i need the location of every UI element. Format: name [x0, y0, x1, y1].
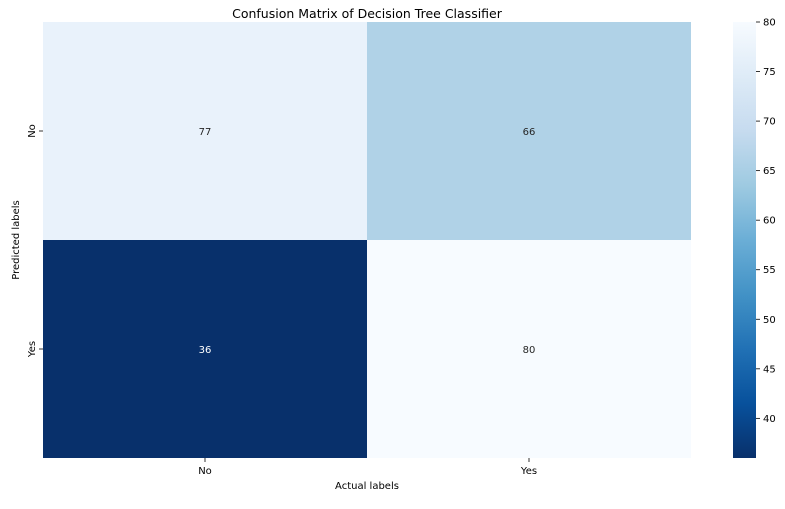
- colorbar-tick-label: 75: [763, 67, 776, 78]
- x-axis-label: Actual labels: [335, 481, 399, 492]
- colorbar-tick-label: 40: [763, 414, 776, 425]
- y-tick-label: No: [27, 124, 38, 138]
- colorbar-tick-label: 80: [763, 18, 776, 29]
- colorbar-tick-label: 45: [763, 364, 776, 375]
- cell-value-label: 77: [199, 127, 212, 138]
- x-axis: No Yes: [198, 458, 537, 477]
- y-axis-label: Predicted labels: [11, 200, 22, 280]
- colorbar-tick-label: 50: [763, 315, 776, 326]
- cell-value-label: 66: [523, 127, 536, 138]
- x-tick-label: Yes: [520, 466, 537, 477]
- y-axis: No Yes: [27, 124, 43, 358]
- y-tick-label: Yes: [27, 341, 38, 358]
- heatmap-cell: [43, 22, 367, 240]
- heatmap-cell: [367, 240, 691, 458]
- colorbar-tick-label: 55: [763, 265, 776, 276]
- cell-value-label: 36: [199, 345, 212, 356]
- x-tick-label: No: [198, 466, 212, 477]
- colorbar-tick-label: 65: [763, 166, 776, 177]
- colorbar-ticks: 40 45 50 55 60 65 70 75 80: [756, 18, 776, 425]
- colorbar-tick-label: 60: [763, 216, 776, 227]
- heatmap-cell: [367, 22, 691, 240]
- chart-title: Confusion Matrix of Decision Tree Classi…: [232, 6, 503, 21]
- heatmap-cells: [43, 22, 691, 458]
- colorbar-tick-label: 70: [763, 117, 776, 128]
- colorbar: [733, 22, 756, 458]
- heatmap-cell: [43, 240, 367, 458]
- heatmap-annotations: 77 66 36 80: [199, 127, 536, 356]
- cell-value-label: 80: [523, 345, 536, 356]
